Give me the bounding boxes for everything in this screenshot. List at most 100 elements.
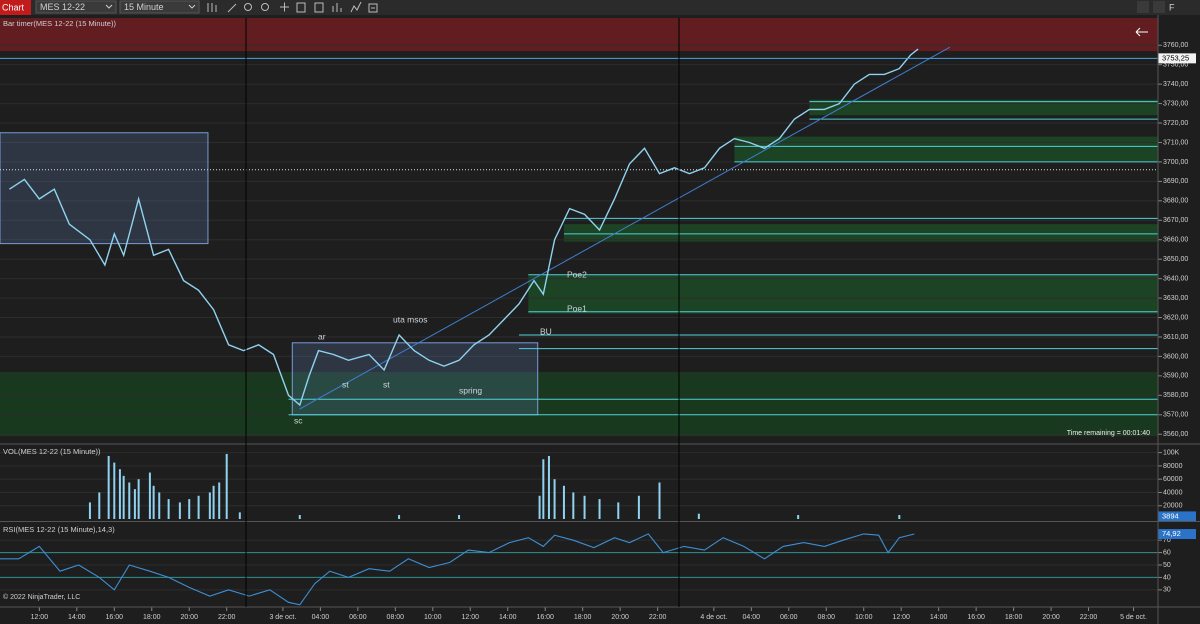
y-tick-label: 70 (1163, 537, 1171, 544)
icon-strategy[interactable] (350, 1, 362, 13)
zone (0, 18, 1158, 52)
x-tick-label: 16:00 (106, 614, 124, 621)
x-tick-label: 22:00 (649, 614, 667, 621)
volume-bar (562, 485, 565, 519)
y-tick-label: 3630,00 (1163, 295, 1188, 302)
y-tick-label: 60000 (1163, 476, 1183, 483)
back-arrow[interactable] (1135, 27, 1148, 37)
annotation: spring (459, 385, 482, 395)
last-value-label: 3894 (1162, 511, 1179, 520)
volume-bar (158, 492, 161, 519)
x-tick-label: 14:00 (930, 614, 948, 621)
toolbar: Chart MES 12-22 15 Minute F (0, 0, 1200, 15)
x-tick-label: 08:00 (387, 614, 405, 621)
maximize-button[interactable] (1153, 1, 1165, 13)
y-tick-label: 100K (1163, 449, 1180, 456)
volume-bar (148, 472, 151, 519)
icon-indicators[interactable] (332, 3, 342, 12)
y-tick-label: 3680,00 (1163, 198, 1188, 205)
y-tick-label: 40 (1163, 574, 1171, 581)
minimize-button[interactable] (1137, 1, 1149, 13)
volume-bar (197, 495, 200, 519)
volume-bar (238, 512, 241, 519)
volume-bar (167, 499, 170, 519)
x-tick-label: 14:00 (68, 614, 86, 621)
y-tick-label: 40000 (1163, 489, 1183, 496)
volume-bar (122, 475, 125, 519)
x-tick-label: 12:00 (892, 614, 910, 621)
volume-bar (133, 489, 136, 519)
x-tick-label: 5 de oct. (1120, 614, 1147, 621)
series-line (0, 533, 915, 606)
interval-select[interactable] (119, 0, 200, 14)
annotation: st (383, 379, 390, 389)
x-tick-label: 22:00 (218, 614, 236, 621)
time-remaining: Time remaining = 00:01:40 (1067, 430, 1150, 437)
volume-bar (218, 482, 221, 519)
y-tick-label: 3600,00 (1163, 353, 1188, 360)
x-tick-label: 18:00 (1005, 614, 1023, 621)
y-tick-label: 3730,00 (1163, 100, 1188, 107)
instrument-select[interactable] (35, 0, 117, 14)
icon-draw[interactable] (227, 3, 237, 13)
x-tick-label: 18:00 (574, 614, 592, 621)
icon-props[interactable] (314, 2, 324, 13)
icon-bars[interactable] (207, 3, 217, 12)
last-value-tag (1158, 529, 1196, 540)
y-tick-label: 3580,00 (1163, 392, 1188, 399)
y-tick-label: 30 (1163, 587, 1171, 594)
icon-zoom-out[interactable] (261, 3, 269, 11)
chart-layer: 3760,00 3750,00 3740,00 3730,00 3720,00 3710,… (0, 18, 1196, 621)
volume-bar (298, 515, 301, 519)
annotation: uta msos (393, 314, 428, 324)
annotation: Poe2 (567, 269, 587, 279)
y-tick-label: 3740,00 (1163, 81, 1188, 88)
y-tick-label: 3570,00 (1163, 412, 1188, 419)
icon-data[interactable] (296, 2, 306, 13)
chart-tab[interactable] (0, 0, 31, 15)
volume-bar (542, 459, 545, 519)
volume-bar (212, 485, 215, 519)
x-tick-label: 10:00 (855, 614, 873, 621)
last-value-label: 74,92 (1162, 529, 1181, 538)
y-tick-label: 3640,00 (1163, 275, 1188, 282)
volume-bar (583, 495, 586, 519)
y-tick-label: 3760,00 (1163, 42, 1188, 49)
annotation: BU (540, 326, 552, 336)
last-value-label: 3753,25 (1162, 53, 1189, 62)
volume-bar (398, 515, 401, 519)
volume-bar (658, 482, 661, 519)
icon-zoom-in[interactable] (244, 3, 252, 11)
y-tick-label: 3610,00 (1163, 334, 1188, 341)
volume-bar (128, 482, 131, 519)
y-tick-label: 3650,00 (1163, 256, 1188, 263)
x-tick-label: 18:00 (143, 614, 161, 621)
toolbar-right-button[interactable]: F (1169, 2, 1175, 12)
y-tick-label: 3670,00 (1163, 217, 1188, 224)
last-value-tag (1158, 53, 1196, 64)
volume-bar (225, 453, 228, 519)
panel-title: VOL(MES 12-22 (15 Minute)) (3, 447, 101, 456)
panel-title: Bar timer(MES 12-22 (15 Minute)) (3, 19, 116, 28)
volume-bar (113, 462, 116, 519)
y-tick-label: 3720,00 (1163, 120, 1188, 127)
volume-bar (88, 502, 91, 519)
annotation: Poe1 (567, 303, 587, 313)
volume-bar (118, 469, 121, 519)
zone (528, 274, 1158, 314)
volume-bar (538, 495, 541, 519)
volume-bar (107, 455, 110, 519)
y-tick-label: 3750,00 (1163, 62, 1188, 69)
panel-title: RSI(MES 12-22 (15 Minute),14,3) (3, 525, 115, 534)
icon-crosshair[interactable] (280, 2, 289, 12)
icon-template[interactable] (368, 3, 378, 13)
x-tick-label: 12:00 (31, 614, 49, 621)
separators (0, 15, 1200, 624)
x-tick-label: 10:00 (424, 614, 442, 621)
y-tick-label: 3710,00 (1163, 139, 1188, 146)
instrument-label: MES 12-22 (40, 2, 85, 12)
interval-label: 15 Minute (124, 2, 164, 12)
volume-bar (547, 455, 550, 519)
